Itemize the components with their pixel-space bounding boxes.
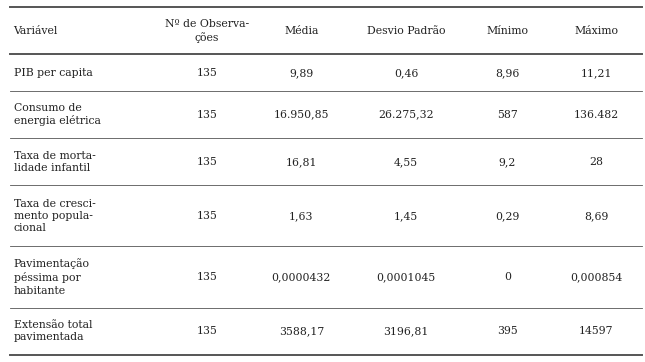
Text: PIB per capita: PIB per capita: [14, 68, 92, 78]
Text: 3588,17: 3588,17: [279, 326, 324, 336]
Text: Consumo de
energia elétrica: Consumo de energia elétrica: [14, 103, 101, 126]
Text: 0,29: 0,29: [495, 211, 519, 221]
Text: Mínimo: Mínimo: [486, 26, 528, 36]
Text: 135: 135: [197, 211, 217, 221]
Text: 3196,81: 3196,81: [383, 326, 429, 336]
Text: 135: 135: [197, 110, 217, 119]
Text: 395: 395: [497, 326, 518, 336]
Text: 16,81: 16,81: [286, 157, 317, 167]
Text: 1,45: 1,45: [394, 211, 418, 221]
Text: 587: 587: [497, 110, 518, 119]
Text: 4,55: 4,55: [394, 157, 418, 167]
Text: Taxa de morta-
lidade infantil: Taxa de morta- lidade infantil: [14, 151, 95, 173]
Text: Extensão total
pavimentada: Extensão total pavimentada: [14, 320, 92, 342]
Text: 28: 28: [590, 157, 603, 167]
Text: 0,0000432: 0,0000432: [272, 272, 331, 282]
Text: 0,000854: 0,000854: [570, 272, 622, 282]
Text: Taxa de cresci-
mento popula-
cional: Taxa de cresci- mento popula- cional: [14, 198, 95, 233]
Text: 11,21: 11,21: [580, 68, 612, 78]
Text: 135: 135: [197, 68, 217, 78]
Text: 0,0001045: 0,0001045: [377, 272, 435, 282]
Text: 9,89: 9,89: [289, 68, 313, 78]
Text: 135: 135: [197, 272, 217, 282]
Text: 8,96: 8,96: [495, 68, 519, 78]
Text: 0: 0: [504, 272, 511, 282]
Text: 135: 135: [197, 326, 217, 336]
Text: 14597: 14597: [579, 326, 613, 336]
Text: 26.275,32: 26.275,32: [378, 110, 434, 119]
Text: 136.482: 136.482: [574, 110, 619, 119]
Text: 8,69: 8,69: [584, 211, 609, 221]
Text: Pavimentação
péssima por
habitante: Pavimentação péssima por habitante: [14, 258, 90, 295]
Text: 9,2: 9,2: [499, 157, 516, 167]
Text: 1,63: 1,63: [289, 211, 313, 221]
Text: Desvio Padrão: Desvio Padrão: [367, 26, 445, 36]
Text: Média: Média: [284, 26, 319, 36]
Text: Variável: Variável: [14, 26, 58, 36]
Text: Máximo: Máximo: [575, 26, 619, 36]
Text: Nº de Observa-
ções: Nº de Observa- ções: [165, 19, 249, 43]
Text: 0,46: 0,46: [394, 68, 418, 78]
Text: 16.950,85: 16.950,85: [273, 110, 329, 119]
Text: 135: 135: [197, 157, 217, 167]
